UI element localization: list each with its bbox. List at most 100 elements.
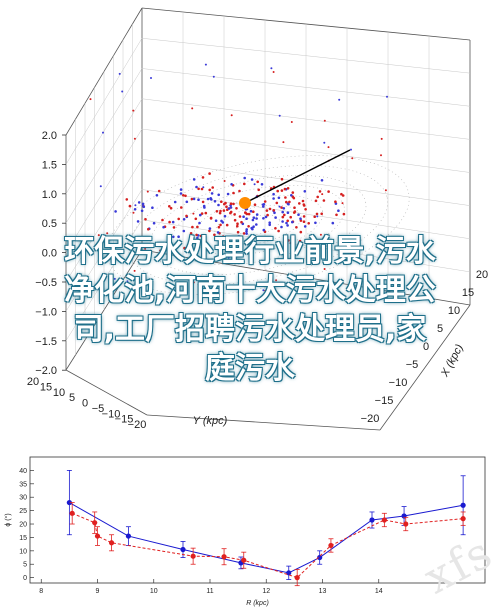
- scatter-point: [303, 190, 307, 193]
- scatter-point: [204, 211, 208, 215]
- z-tick-label: −1.0: [35, 306, 57, 318]
- scatter-point: [380, 154, 382, 157]
- scatter-point: [288, 200, 291, 204]
- scatter-point: [219, 223, 222, 227]
- scatter-point: [242, 232, 246, 235]
- scatter-point: [285, 221, 288, 225]
- scatter-point: [208, 229, 211, 233]
- scatter-point: [141, 202, 145, 206]
- scatter-point: [161, 218, 164, 222]
- scatter-point: [223, 180, 226, 182]
- scatter-point: [191, 225, 194, 229]
- scatter-point: [227, 207, 231, 210]
- scatter-point: [189, 232, 193, 235]
- scatter-point: [264, 289, 267, 292]
- scatter-point: [225, 223, 229, 227]
- x-tick-label: 10: [448, 305, 460, 317]
- scatter-point: [245, 232, 248, 235]
- scatter-point: [200, 212, 204, 215]
- scatter-point: [244, 211, 247, 214]
- scatter-point: [229, 211, 232, 215]
- scatter-point: [223, 214, 227, 218]
- scatter-point: [118, 72, 121, 75]
- scatter-point: [185, 214, 188, 218]
- scatter-point: [338, 98, 341, 101]
- scatter-point: [272, 192, 275, 196]
- scatter-point: [255, 236, 259, 239]
- y-tick-label: −20: [128, 419, 147, 431]
- scatter-point: [243, 182, 246, 186]
- scatter-point: [307, 222, 311, 225]
- scatter-point: [183, 246, 186, 250]
- disk-ring: [171, 185, 345, 265]
- scatter-point: [209, 197, 212, 200]
- x-tick-label: 14: [375, 588, 383, 595]
- grid-line: [141, 128, 471, 173]
- scatter-point: [98, 253, 101, 256]
- scatter-point: [281, 210, 285, 214]
- x-tick-label: −10: [389, 377, 408, 389]
- scatter-point: [229, 202, 233, 205]
- scatter-point: [380, 137, 383, 140]
- data-point: [69, 510, 75, 516]
- scatter-point: [321, 193, 324, 196]
- scatter-point: [302, 204, 306, 207]
- scatter-point: [255, 245, 258, 249]
- scatter-point: [180, 206, 183, 209]
- scatter-point: [184, 194, 187, 198]
- scatter-point: [214, 219, 218, 222]
- x-tick-label: 5: [437, 323, 443, 335]
- scatter-point: [286, 187, 290, 190]
- scatter-point: [202, 186, 205, 189]
- data-point: [460, 516, 466, 522]
- scatter-point: [201, 200, 205, 204]
- y-tick-label: 5: [23, 562, 27, 569]
- scatter-point: [262, 205, 265, 208]
- scatter-point: [167, 237, 171, 241]
- scatter-point: [285, 200, 288, 204]
- data-point: [94, 533, 101, 539]
- disk-ring: [214, 204, 302, 246]
- scatter-point: [177, 217, 180, 221]
- scatter-point: [320, 179, 324, 182]
- scatter-point: [245, 241, 249, 244]
- grid-line: [141, 189, 471, 239]
- scatter-point: [208, 227, 212, 230]
- y-tick-label: 10: [19, 548, 27, 555]
- scatter-point: [253, 183, 256, 186]
- scatter-point: [232, 191, 235, 195]
- scatter-point: [192, 281, 195, 284]
- scatter-point: [302, 220, 306, 223]
- scatter-point: [273, 211, 276, 215]
- data-point: [221, 554, 227, 560]
- scatter-point: [295, 226, 298, 229]
- scatter-point: [155, 194, 159, 197]
- scatter-point: [274, 227, 277, 230]
- scatter-point: [168, 205, 171, 208]
- scatter-point: [289, 241, 293, 245]
- scatter-point: [152, 221, 156, 225]
- y-tick-label: 15: [19, 535, 27, 542]
- scatter-point: [162, 225, 165, 229]
- scatter-point: [247, 212, 251, 216]
- scatter-point: [337, 209, 340, 212]
- scatter-point: [182, 194, 185, 197]
- scatter-point: [283, 235, 287, 238]
- scatter-point: [132, 109, 135, 112]
- scatter-point: [195, 185, 198, 189]
- scatter-point: [191, 107, 194, 110]
- x-tick-label: −20: [361, 413, 380, 425]
- grid-line: [65, 159, 143, 283]
- scatter-point: [255, 217, 258, 220]
- z-tick-label: 2.0: [42, 130, 57, 142]
- scatter-point: [125, 198, 129, 201]
- scatter-point: [224, 201, 227, 205]
- scatter-point: [190, 197, 194, 201]
- scatter-point: [351, 157, 354, 160]
- scatter-point: [249, 209, 253, 213]
- scatter-point: [290, 121, 293, 123]
- scatter-point: [256, 180, 260, 184]
- scatter-point: [199, 234, 203, 238]
- scatter-point: [286, 211, 290, 214]
- scatter-point: [197, 187, 200, 191]
